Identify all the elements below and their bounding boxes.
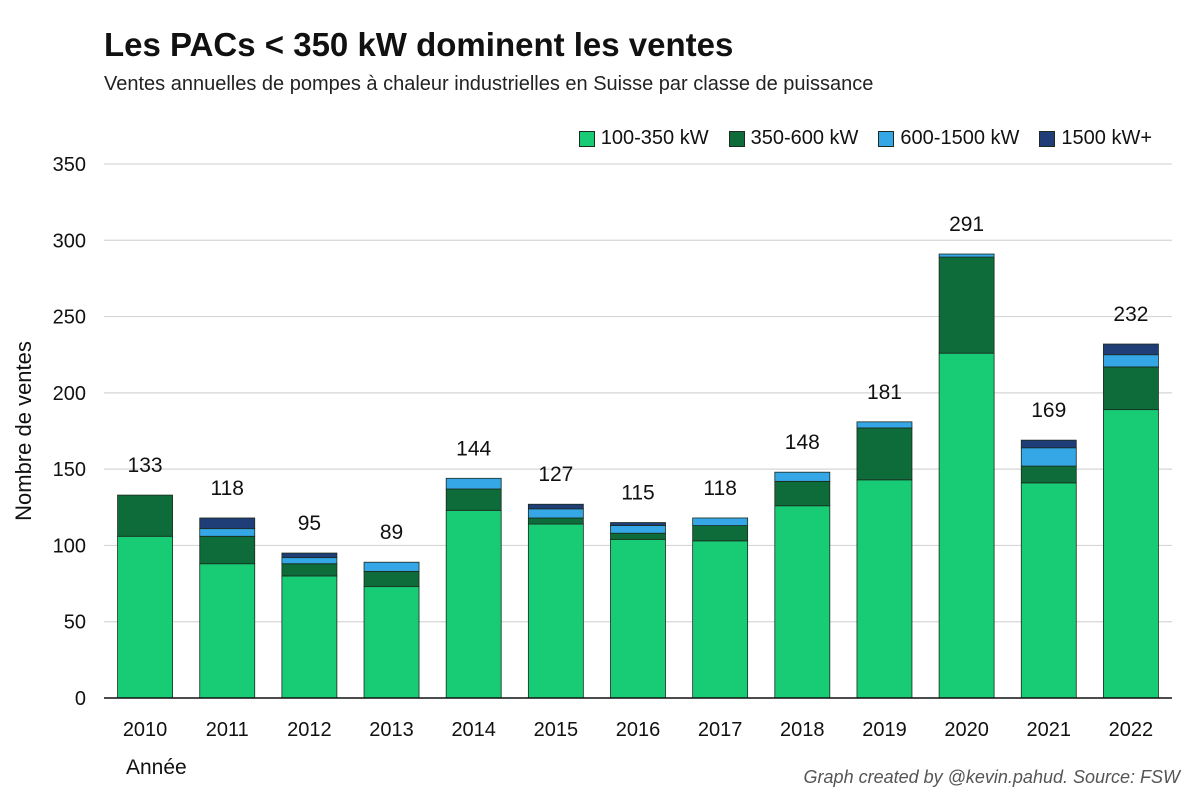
bar-segment: [938, 256, 995, 354]
legend-label: 100-350 kW: [600, 127, 709, 149]
bar-segment: [281, 575, 338, 699]
legend-label: 350-600 kW: [750, 127, 859, 149]
bar-segment: [1020, 465, 1077, 484]
bar-total-label: 89: [380, 521, 403, 544]
x-tick-label: 2012: [287, 719, 332, 741]
x-tick-label: 2016: [616, 719, 661, 741]
bar-segment: [692, 525, 749, 542]
bar-segment: [938, 352, 995, 699]
bar-segment: [1020, 439, 1077, 449]
bar-segment: [199, 535, 256, 565]
bar-total-label: 95: [298, 512, 321, 535]
bar-segment: [938, 253, 995, 258]
bar-total-label: 115: [621, 482, 654, 505]
bar-segment: [610, 525, 666, 534]
x-tick-label: 2017: [698, 719, 743, 741]
bar-segment: [199, 517, 256, 530]
y-tick-label: 200: [53, 383, 86, 405]
bar-segment: [610, 532, 666, 540]
x-tick-label: 2020: [944, 719, 989, 741]
x-axis-title: Année: [126, 756, 187, 779]
bar-segment: [527, 517, 584, 525]
bar-segment: [1103, 354, 1159, 368]
chart-title: Les PACs < 350 kW dominent les ventes: [104, 26, 734, 63]
bar-segment: [281, 557, 338, 565]
y-tick-label: 100: [53, 535, 86, 557]
bar-segment: [363, 561, 420, 572]
x-tick-label: 2021: [1027, 719, 1072, 741]
bar-segment: [281, 552, 338, 559]
bar-segment: [445, 488, 502, 511]
chart-subtitle: Ventes annuelles de pompes à chaleur ind…: [104, 73, 874, 95]
bar-segment: [445, 509, 502, 699]
bar-segment: [199, 528, 256, 537]
x-tick-label: 2018: [780, 719, 825, 741]
legend-swatch: [1039, 130, 1056, 147]
bar-total-label: 133: [128, 454, 163, 477]
legend-item: 600-1500 kW: [878, 127, 1019, 150]
bar-segment: [527, 508, 584, 519]
x-tick-label: 2010: [123, 719, 168, 741]
bar-total-label: 118: [210, 477, 243, 500]
y-tick-label: 0: [75, 688, 86, 710]
bar-segment: [856, 421, 913, 429]
bar-total-label: 148: [785, 431, 820, 454]
bar-segment: [610, 522, 666, 526]
y-tick-label: 50: [64, 612, 86, 634]
legend-item: 100-350 kW: [578, 127, 709, 150]
legend-label: 600-1500 kW: [900, 127, 1020, 149]
bar-segment: [774, 505, 831, 699]
bar-segment: [1103, 366, 1159, 411]
bar-segment: [856, 427, 913, 481]
bar-segment: [117, 535, 173, 699]
x-tick-label: 2011: [206, 719, 249, 741]
bar-segment: [363, 586, 420, 699]
bar-segment: [117, 494, 173, 537]
legend-swatch: [578, 130, 595, 147]
legend-item: 350-600 kW: [728, 127, 859, 150]
bar-total-label: 169: [1031, 399, 1066, 422]
legend-swatch: [878, 130, 895, 147]
bar-segment: [1103, 409, 1159, 699]
bar-segment: [281, 563, 338, 577]
bar-segment: [1020, 447, 1077, 467]
bar-segment: [445, 477, 502, 490]
bar-segment: [1020, 482, 1077, 699]
chart-legend: 100-350 kW 350-600 kW 600-1500 kW 1500 kW+: [578, 127, 1152, 150]
bar-segment: [363, 570, 420, 588]
bar-total-label: 232: [1113, 303, 1148, 326]
bar-total-label: 291: [949, 213, 984, 236]
source-credit: Graph created by @kevin.pahud. Source: F…: [803, 767, 1180, 787]
bar-total-label: 181: [867, 381, 902, 404]
bar-segment: [610, 538, 666, 699]
bar-segment: [856, 479, 913, 699]
legend-label: 1500 kW+: [1061, 127, 1152, 149]
bar-segment: [692, 540, 749, 699]
bar-segment: [199, 563, 256, 699]
bar-total-label: 144: [456, 437, 491, 460]
bar-total-label: 127: [538, 463, 573, 486]
bar-segment: [692, 517, 749, 526]
x-tick-label: 2022: [1109, 719, 1154, 741]
y-tick-label: 150: [53, 459, 86, 481]
bar-segment: [774, 480, 831, 507]
bar-segment: [527, 523, 584, 699]
y-tick-label: 300: [53, 230, 86, 252]
y-axis-title: Nombre de ventes: [11, 341, 36, 521]
legend-swatch: [728, 130, 745, 147]
legend-item: 1500 kW+: [1039, 127, 1152, 150]
x-tick-label: 2015: [534, 719, 579, 741]
y-tick-label: 350: [53, 154, 86, 176]
x-tick-label: 2019: [862, 719, 907, 741]
y-tick-label: 250: [53, 307, 86, 329]
bar-segment: [527, 503, 584, 510]
x-tick-label: 2014: [451, 719, 496, 741]
bar-segment: [774, 471, 831, 482]
bar-segment: [1103, 343, 1159, 356]
x-tick-label: 2013: [369, 719, 414, 741]
bar-total-label: 118: [703, 477, 736, 500]
